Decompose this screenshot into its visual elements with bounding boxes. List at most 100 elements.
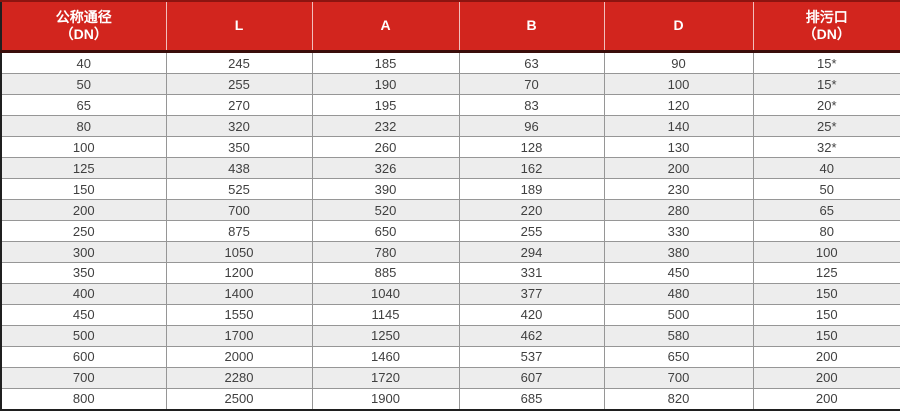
table-cell: 195 xyxy=(311,94,460,117)
table-cell: 50 xyxy=(1,73,167,96)
table-row: 125 438 326 162 200 40 xyxy=(1,157,900,180)
table-cell: 128 xyxy=(458,136,605,159)
table-cell: 2000 xyxy=(165,345,313,368)
table-cell: 150 xyxy=(752,303,900,326)
table-cell: 326 xyxy=(311,157,460,180)
col-header-D: D xyxy=(604,1,754,53)
table-cell: 280 xyxy=(603,199,754,222)
table-cell: 700 xyxy=(165,199,313,222)
table-cell: 90 xyxy=(603,50,754,75)
table-cell: 2500 xyxy=(165,387,313,410)
table-cell: 2280 xyxy=(165,366,313,389)
table-cell: 1900 xyxy=(311,387,460,410)
table-cell: 820 xyxy=(603,387,754,410)
table-row: 450 1550 1145 420 500 150 xyxy=(1,303,900,326)
table-cell: 438 xyxy=(165,157,313,180)
table-cell: 150 xyxy=(752,324,900,347)
table-cell: 185 xyxy=(311,50,460,75)
table-cell: 1145 xyxy=(311,303,460,326)
table-cell: 885 xyxy=(311,262,460,284)
table-cell: 875 xyxy=(165,220,313,243)
table-cell: 70 xyxy=(458,73,605,96)
table-cell: 100 xyxy=(603,73,754,96)
table-header: 公称通径 （DN） L A B D xyxy=(1,1,900,53)
table-cell: 230 xyxy=(603,178,754,201)
table-cell: 162 xyxy=(458,157,605,180)
col-header-nominal-diameter-line1: 公称通径 xyxy=(55,8,112,25)
table-row: 500 1700 1250 462 580 150 xyxy=(1,324,900,347)
table-cell: 780 xyxy=(311,241,460,263)
table-cell: 400 xyxy=(1,282,167,305)
table-cell: 140 xyxy=(603,115,754,138)
table-cell: 40 xyxy=(1,50,167,75)
table-cell: 255 xyxy=(458,220,605,243)
table-cell: 685 xyxy=(458,387,605,410)
col-header-B: B xyxy=(459,1,605,53)
table-cell: 800 xyxy=(1,387,167,410)
table-cell: 700 xyxy=(1,366,167,389)
table-cell: 100 xyxy=(1,136,167,159)
table-cell: 480 xyxy=(603,282,754,305)
table-cell: 65 xyxy=(752,199,900,222)
table-cell: 40 xyxy=(752,157,900,180)
table-cell: 1400 xyxy=(165,282,313,305)
table-cell: 1050 xyxy=(165,241,313,263)
table-cell: 520 xyxy=(311,199,460,222)
table-cell: 1200 xyxy=(165,262,313,284)
col-header-nominal-diameter: 公称通径 （DN） xyxy=(1,1,167,53)
col-header-A: A xyxy=(312,1,460,53)
table-cell: 1720 xyxy=(311,366,460,389)
table-cell: 15* xyxy=(752,73,900,96)
table-cell: 32* xyxy=(752,136,900,159)
table-cell: 462 xyxy=(458,324,605,347)
table-cell: 580 xyxy=(603,324,754,347)
table-row: 600 2000 1460 537 650 200 xyxy=(1,345,900,368)
table-cell: 330 xyxy=(603,220,754,243)
table-cell: 420 xyxy=(458,303,605,326)
table-cell: 320 xyxy=(165,115,313,138)
table-cell: 125 xyxy=(1,157,167,180)
table-cell: 50 xyxy=(752,178,900,201)
table-cell: 15* xyxy=(752,50,900,75)
table-cell: 232 xyxy=(311,115,460,138)
table-cell: 380 xyxy=(603,241,754,263)
table-row: 150 525 390 189 230 50 xyxy=(1,178,900,201)
table-cell: 450 xyxy=(1,303,167,326)
table-cell: 200 xyxy=(752,366,900,389)
table-cell: 120 xyxy=(603,94,754,117)
table-cell: 607 xyxy=(458,366,605,389)
table-body: 40 245 185 63 90 15* 50 255 190 70 100 15* 65 270 195 8… xyxy=(1,50,900,410)
table-cell: 83 xyxy=(458,94,605,117)
table-cell: 650 xyxy=(603,345,754,368)
table-cell: 350 xyxy=(165,136,313,159)
table-row: 40 245 185 63 90 15* xyxy=(1,50,900,75)
table-cell: 537 xyxy=(458,345,605,368)
table-cell: 80 xyxy=(752,220,900,243)
table-row: 250 875 650 255 330 80 xyxy=(1,220,900,243)
table-cell: 150 xyxy=(1,178,167,201)
table-row: 80 320 232 96 140 25* xyxy=(1,115,900,138)
table-cell: 200 xyxy=(752,345,900,368)
table-cell: 245 xyxy=(165,50,313,75)
table-cell: 200 xyxy=(603,157,754,180)
table-cell: 600 xyxy=(1,345,167,368)
table-cell: 255 xyxy=(165,73,313,96)
table-cell: 1250 xyxy=(311,324,460,347)
table-cell: 100 xyxy=(752,241,900,263)
table-cell: 200 xyxy=(1,199,167,222)
table-cell: 270 xyxy=(165,94,313,117)
table-cell: 700 xyxy=(603,366,754,389)
table-cell: 260 xyxy=(311,136,460,159)
table-cell: 25* xyxy=(752,115,900,138)
table-cell: 377 xyxy=(458,282,605,305)
col-header-B-line1: B xyxy=(526,17,537,34)
table-row: 300 1050 780 294 380 100 xyxy=(1,241,900,263)
table-cell: 200 xyxy=(752,387,900,410)
table-cell: 150 xyxy=(752,282,900,305)
col-header-drain-port-line1: 排污口 xyxy=(805,8,848,25)
table-cell: 390 xyxy=(311,178,460,201)
col-header-L: L xyxy=(166,1,313,53)
table-cell: 1700 xyxy=(165,324,313,347)
table-cell: 331 xyxy=(458,262,605,284)
